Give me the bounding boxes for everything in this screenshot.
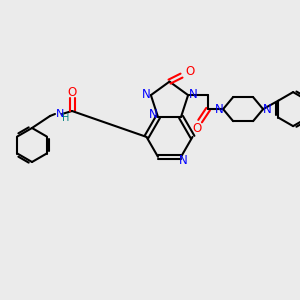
Text: N: N	[263, 103, 272, 116]
Text: N: N	[148, 109, 158, 122]
Text: O: O	[68, 85, 76, 98]
Text: O: O	[185, 65, 194, 78]
Text: N: N	[215, 103, 224, 116]
Text: N: N	[56, 109, 64, 119]
Text: N: N	[178, 154, 188, 167]
Text: H: H	[62, 113, 69, 123]
Text: N: N	[189, 88, 197, 100]
Text: O: O	[193, 122, 202, 135]
Text: N: N	[142, 88, 150, 100]
